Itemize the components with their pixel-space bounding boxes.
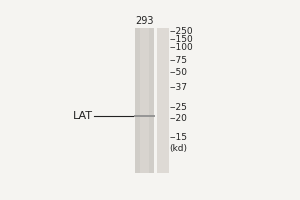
Text: --37: --37 bbox=[169, 83, 188, 92]
Text: 293: 293 bbox=[135, 16, 154, 26]
Text: --50: --50 bbox=[169, 68, 188, 77]
Text: --20: --20 bbox=[169, 114, 187, 123]
Text: --150: --150 bbox=[169, 35, 193, 44]
Bar bbox=[134, 115, 155, 117]
Text: --250: --250 bbox=[169, 27, 193, 36]
Text: --100: --100 bbox=[169, 43, 193, 52]
Text: --25: --25 bbox=[169, 103, 187, 112]
Bar bbox=[135, 28, 154, 173]
Bar bbox=[140, 28, 149, 173]
Text: LAT: LAT bbox=[73, 111, 93, 121]
Bar bbox=[157, 28, 169, 173]
Text: --15: --15 bbox=[169, 133, 188, 142]
Text: --75: --75 bbox=[169, 56, 188, 65]
Text: (kd): (kd) bbox=[170, 144, 188, 153]
